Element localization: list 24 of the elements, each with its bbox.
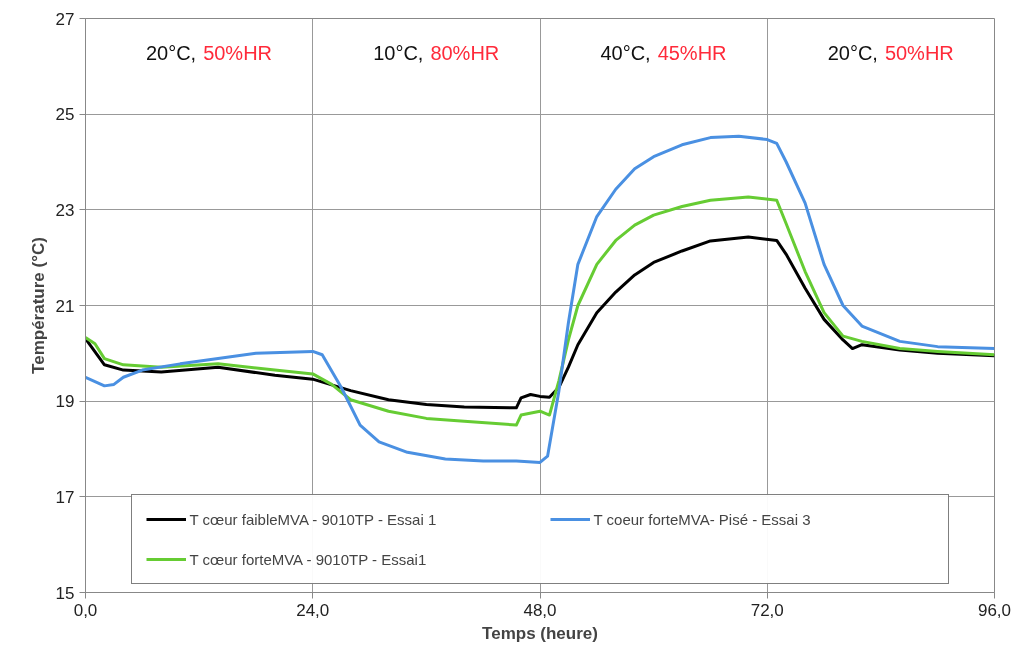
x-axis-title: Temps (heure) [482,623,598,643]
annotation: 40°C, 45%HR [600,41,727,64]
y-tick-label: 25 [55,105,75,125]
annotation: 10°C, 80%HR [373,41,500,64]
line-series [85,195,995,427]
y-tick-label: 19 [55,392,75,412]
y-tick-label: 15 [55,583,75,603]
x-tick-label: 72,0 [750,600,784,620]
legend-label: T cœur forteMVA - 9010TP - Essai1 [189,550,428,568]
y-tick-label: 17 [55,487,75,507]
line-series [85,235,995,410]
annotation: 20°C, 50%HR [145,41,273,64]
x-tick-label: 48,0 [523,600,557,620]
y-axis-title: Température (°C) [28,237,48,374]
annotation: 20°C, 50%HR [827,41,954,64]
x-tick-label: 96,0 [977,600,1012,620]
legend-label: T coeur forteMVA- Pisé - Essai 3 [593,510,812,528]
legend-label: T cœur faibleMVA - 9010TP - Essai 1 [189,510,438,528]
y-tick-label: 27 [55,9,75,29]
x-tick-label: 24,0 [296,600,330,620]
x-tick-label: 0,0 [73,600,98,620]
y-tick-label: 23 [55,200,75,220]
line-series [85,134,995,464]
y-tick-label: 21 [55,296,75,316]
